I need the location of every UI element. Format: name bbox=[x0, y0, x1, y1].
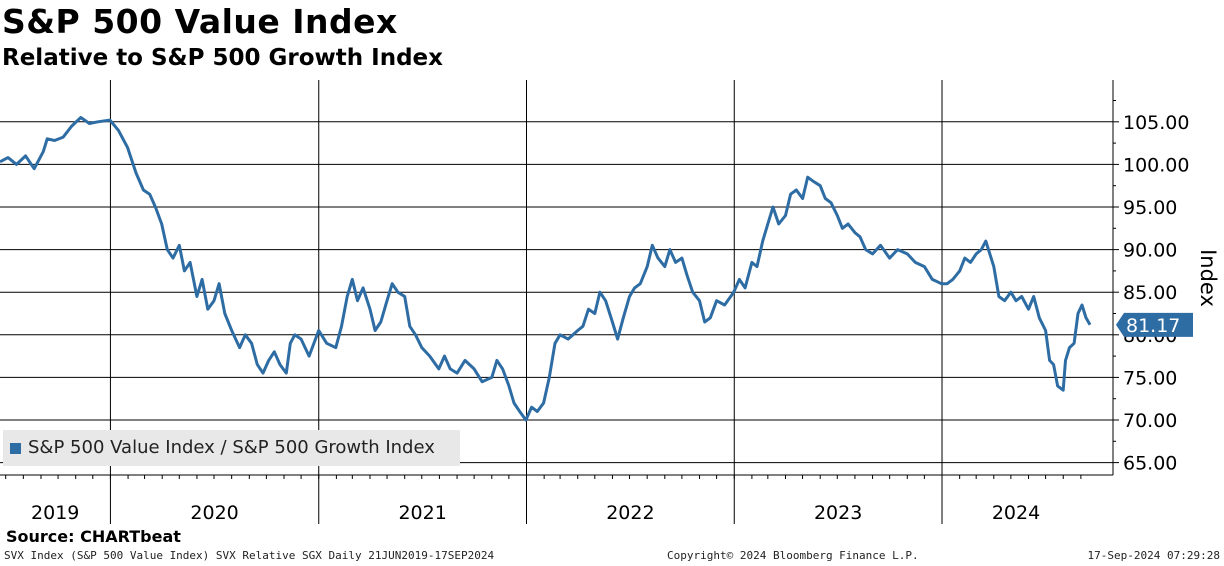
last-value-label: 81.17 bbox=[1126, 315, 1180, 337]
y-tick-label: 75.00 bbox=[1123, 367, 1177, 389]
source-note: Source: CHARTbeat bbox=[6, 527, 181, 546]
y-tick-label: 65.00 bbox=[1123, 453, 1177, 475]
chart-subtitle: Relative to S&P 500 Growth Index bbox=[2, 45, 443, 71]
x-tick-label: 2019 bbox=[31, 502, 79, 524]
chart-title: S&P 500 Value Index bbox=[2, 2, 398, 41]
footer-index-description: SVX Index (S&P 500 Value Index) SVX Rela… bbox=[4, 549, 495, 562]
y-axis: 105.00100.0095.0090.0085.0080.0075.0070.… bbox=[1112, 80, 1220, 475]
y-tick-label: 90.00 bbox=[1123, 240, 1177, 262]
y-tick-label: 100.00 bbox=[1123, 154, 1189, 176]
grid-lines bbox=[0, 80, 1113, 524]
y-axis-title: Index bbox=[1196, 249, 1220, 307]
last-value-marker bbox=[1116, 312, 1193, 337]
y-tick-label: 95.00 bbox=[1123, 197, 1177, 219]
footer-copyright: Copyright© 2024 Bloomberg Finance L.P. bbox=[667, 549, 919, 562]
x-tick-label: 2021 bbox=[398, 502, 446, 524]
series-line bbox=[0, 116, 1092, 422]
y-tick-label: 85.00 bbox=[1123, 282, 1177, 304]
x-axis: 2019 2020 2021 2022 2023 2024 bbox=[0, 474, 1113, 524]
last-value-group: 81.17 bbox=[1116, 312, 1193, 337]
legend-swatch bbox=[10, 443, 21, 454]
x-tick-label: 2020 bbox=[190, 502, 238, 524]
y-tick-label: 70.00 bbox=[1123, 410, 1177, 432]
legend bbox=[3, 430, 460, 466]
x-tick-label: 2023 bbox=[814, 502, 862, 524]
x-tick-label: 2024 bbox=[992, 502, 1040, 524]
series-group bbox=[0, 116, 1092, 422]
x-tick-label: 2022 bbox=[606, 502, 654, 524]
legend-label: S&P 500 Value Index / S&P 500 Growth Ind… bbox=[28, 437, 435, 458]
y-tick-label: 105.00 bbox=[1123, 112, 1189, 134]
footer-timestamp: 17-Sep-2024 07:29:28 bbox=[1087, 549, 1220, 562]
